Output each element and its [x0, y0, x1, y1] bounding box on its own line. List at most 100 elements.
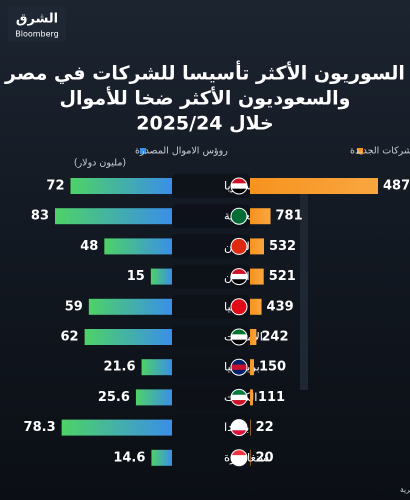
flag-ring: [230, 388, 248, 406]
flag-stripe: [231, 424, 247, 431]
value-label: 242: [261, 330, 288, 345]
value-label: 111: [258, 390, 285, 405]
flag-stripe: [231, 178, 247, 184]
bar: [250, 389, 253, 406]
flag-stripe: [231, 249, 247, 255]
flag: [230, 419, 248, 437]
bar: [61, 419, 172, 436]
value-label: 83: [31, 209, 49, 224]
flag: [230, 388, 248, 406]
bar: [250, 268, 264, 285]
flag-stripe: [231, 304, 247, 310]
value-label: 4870: [383, 179, 410, 194]
bar: [70, 178, 172, 194]
chart-title: والسعوديون الأكثر ضخا للأموال: [60, 87, 351, 110]
bar: [250, 329, 257, 345]
flag: [230, 298, 248, 316]
logo: الشرق Bloomberg: [8, 6, 66, 42]
value-label: 15: [127, 269, 145, 284]
value-label: 521: [269, 269, 296, 284]
legend-label: روؤس الاموال المصدرة: [135, 146, 228, 157]
row-pill: [172, 415, 250, 440]
bar: [150, 268, 172, 285]
value-label: 532: [269, 239, 296, 254]
row-pill: [172, 385, 250, 410]
value-label: 150: [259, 360, 286, 375]
flag-stripe: [231, 334, 247, 340]
flag-stripe: [231, 394, 247, 401]
flag-ring: [230, 449, 248, 467]
bar: [104, 238, 172, 255]
flag-stripe: [231, 329, 247, 335]
flag-ring: [230, 328, 248, 346]
flag-stripe: [231, 238, 247, 245]
value-label: 21.6: [103, 360, 135, 375]
flag: [230, 268, 248, 286]
flag-ring: [230, 207, 248, 225]
source: المصدر: الهيئة العامة للاستثمار والمناطق…: [400, 485, 410, 494]
chart-title: خلال 2025/24: [136, 113, 274, 135]
logo-subtext: Bloomberg: [15, 30, 59, 39]
row-pill: [172, 294, 250, 319]
row-pill: [172, 204, 250, 229]
row-pill: [172, 234, 250, 259]
value-label: 78.3: [24, 420, 56, 435]
flag-stripe: [231, 339, 247, 345]
logo-box: [8, 6, 66, 42]
value-label: 48: [80, 239, 98, 254]
legend-unit: (مليون دولار): [74, 158, 126, 169]
logo-text: الشرق: [16, 12, 58, 27]
flag-stripe: [231, 273, 247, 280]
value-label: 439: [267, 299, 294, 314]
flag-stripe: [231, 268, 247, 275]
bar: [141, 359, 172, 376]
bar: [151, 449, 172, 466]
bar: [250, 419, 251, 436]
bar: [250, 359, 254, 376]
flag: [230, 358, 248, 376]
bar: [135, 389, 172, 406]
flag-stripe: [231, 419, 247, 426]
row-pill: [172, 445, 250, 470]
flag-stripe: [231, 389, 247, 396]
legend-swatch: [357, 148, 363, 154]
flag: [230, 177, 248, 195]
flag-stripe: [231, 369, 247, 376]
flag-stripe: [231, 243, 247, 250]
bar: [250, 238, 264, 255]
flag-stripe: [231, 455, 247, 461]
flag-stripe: [231, 183, 247, 189]
row-pill: [172, 355, 250, 380]
flag: [230, 449, 248, 467]
flag-stripe: [231, 279, 247, 285]
flag-stripe: [231, 364, 247, 371]
flag-ring: [230, 268, 248, 286]
bar: [55, 208, 172, 225]
bar: [84, 329, 172, 345]
bar: [250, 298, 262, 315]
value-label: 72: [46, 179, 64, 194]
flag-stripe: [231, 188, 247, 194]
flag-stripe: [231, 430, 247, 436]
row-pill: [172, 174, 250, 198]
flag-ring: [230, 237, 248, 255]
flag-stripe: [231, 309, 247, 315]
flag-stripe: [231, 460, 247, 466]
flag: [230, 237, 248, 255]
bar: [250, 208, 271, 225]
flag: [230, 207, 248, 225]
chart-title: السوريون الأكثر تأسيسا للشركات في مصر: [4, 61, 405, 85]
value-label: 22: [256, 420, 274, 435]
flag-stripe: [231, 208, 247, 214]
value-label: 62: [61, 330, 79, 345]
value-label: 20: [256, 450, 274, 465]
legend-swatch: [140, 148, 146, 154]
bar: [250, 449, 251, 466]
flag-ring: [230, 358, 248, 376]
flag-stripe: [231, 449, 247, 456]
value-label: 59: [65, 299, 83, 314]
row-pill: [172, 325, 250, 349]
tower-silhouette: [300, 190, 308, 390]
value-label: 14.6: [113, 450, 145, 465]
